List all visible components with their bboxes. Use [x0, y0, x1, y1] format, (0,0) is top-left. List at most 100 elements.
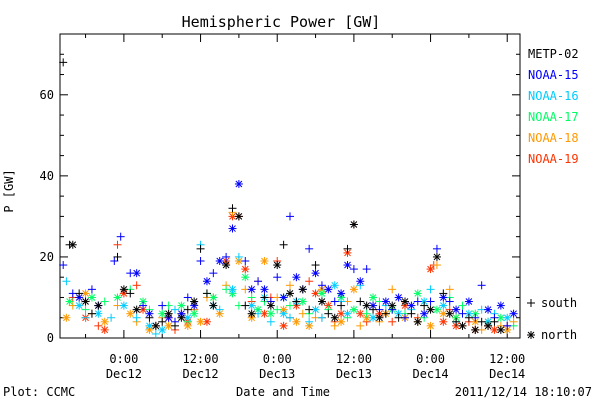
- plot-area: 02040600:00Dec1212:00Dec120:00Dec1312:00…: [40, 33, 525, 381]
- data-point-south: [183, 305, 192, 314]
- data-point-north: [228, 285, 237, 294]
- data-point-north: [413, 289, 422, 298]
- data-point-north: [190, 309, 199, 318]
- data-point-north: [279, 293, 288, 302]
- x-tick-date-label: Dec13: [259, 367, 295, 381]
- series-noaa-16: [62, 240, 512, 338]
- plot-frame: [59, 33, 521, 339]
- data-point-north: [439, 301, 448, 310]
- data-point-south: [394, 313, 403, 322]
- data-point-south: [432, 261, 441, 270]
- data-point-north: [496, 301, 505, 310]
- data-point-north: [432, 252, 441, 261]
- data-point-north: [362, 301, 371, 310]
- marker-legend-label: north: [541, 328, 577, 342]
- data-point-south: [388, 317, 397, 326]
- series-metp-02: [59, 58, 505, 334]
- data-point-south: [477, 281, 486, 290]
- data-point-north: [439, 317, 448, 326]
- data-point-north: [81, 289, 90, 298]
- data-point-north: [426, 265, 435, 274]
- data-point-north: [260, 256, 269, 265]
- data-point-south: [311, 261, 320, 270]
- data-point-north: [215, 256, 224, 265]
- data-point-north: [381, 297, 390, 306]
- data-point-north: [401, 297, 409, 306]
- data-point-south: [266, 317, 275, 326]
- legend-entry: NOAA-16: [528, 89, 579, 103]
- data-point-north: [81, 297, 90, 306]
- data-point-south: [317, 313, 326, 322]
- data-point-north: [337, 317, 346, 326]
- data-point-south: [426, 285, 435, 294]
- data-point-north: [119, 301, 128, 310]
- x-tick-time-label: 12:00: [489, 352, 525, 366]
- data-point-south: [228, 204, 237, 213]
- data-point-north: [343, 309, 352, 318]
- data-point-north: [164, 309, 173, 318]
- data-point-south: [183, 293, 192, 302]
- data-point-south: [94, 321, 103, 330]
- data-point-north: [279, 321, 288, 330]
- x-tick-date-label: Dec13: [336, 367, 372, 381]
- data-point-south: [132, 281, 141, 290]
- data-point-north: [132, 269, 141, 278]
- data-point-south: [286, 301, 294, 310]
- data-point-south: [81, 305, 90, 314]
- data-point-south: [241, 256, 250, 265]
- data-point-north: [349, 220, 358, 229]
- data-point-north: [311, 269, 320, 278]
- data-point-south: [273, 305, 282, 314]
- data-point-north: [183, 313, 192, 322]
- data-point-south: [381, 309, 390, 318]
- data-point-north: [273, 261, 282, 270]
- data-point-north: [151, 321, 160, 330]
- series-noaa-17: [65, 273, 518, 330]
- data-point-north: [317, 289, 326, 298]
- data-point-south: [87, 309, 96, 318]
- data-point-north: [292, 317, 301, 326]
- data-point-north: [100, 317, 109, 326]
- y-tick-label: 40: [40, 169, 54, 183]
- data-point-south: [145, 313, 154, 322]
- data-point-north: [113, 293, 122, 302]
- data-point-south: [158, 317, 167, 326]
- data-point-south: [62, 277, 71, 286]
- y-axis-label: P [GW]: [2, 169, 16, 212]
- data-point-south: [305, 317, 314, 326]
- data-point-north: [337, 289, 346, 298]
- data-point-south: [343, 244, 352, 253]
- data-point-south: [356, 297, 365, 306]
- data-point-south: [388, 285, 397, 294]
- data-point-north: [126, 309, 135, 318]
- data-point-north: [177, 313, 186, 322]
- series-noaa-18: [62, 208, 518, 334]
- series-noaa-15: [59, 179, 518, 330]
- data-point-north: [452, 305, 461, 314]
- data-point-south: [87, 285, 96, 294]
- data-point-north: [298, 297, 307, 306]
- data-point-south: [110, 256, 119, 265]
- legend-entry: NOAA-19: [528, 152, 579, 166]
- data-point-south: [209, 269, 218, 278]
- data-point-north: [349, 285, 358, 294]
- data-point-north: [286, 289, 294, 298]
- data-point-south: [490, 317, 499, 326]
- data-point-north: [177, 301, 186, 310]
- data-point-north: [100, 325, 109, 334]
- data-point-south: [132, 313, 141, 322]
- data-point-south: [247, 293, 256, 302]
- data-point-north: [196, 317, 205, 326]
- data-point-north: [432, 305, 441, 314]
- legend-entry: NOAA-18: [528, 131, 579, 145]
- data-point-south: [369, 305, 378, 314]
- x-tick-date-label: Dec14: [489, 367, 525, 381]
- data-point-north: [94, 301, 103, 310]
- data-point-south: [151, 329, 160, 338]
- data-point-south: [458, 301, 467, 310]
- data-point-south: [113, 252, 122, 261]
- data-point-south: [196, 256, 205, 265]
- y-tick-label: 60: [40, 88, 54, 102]
- data-point-north: [119, 285, 128, 294]
